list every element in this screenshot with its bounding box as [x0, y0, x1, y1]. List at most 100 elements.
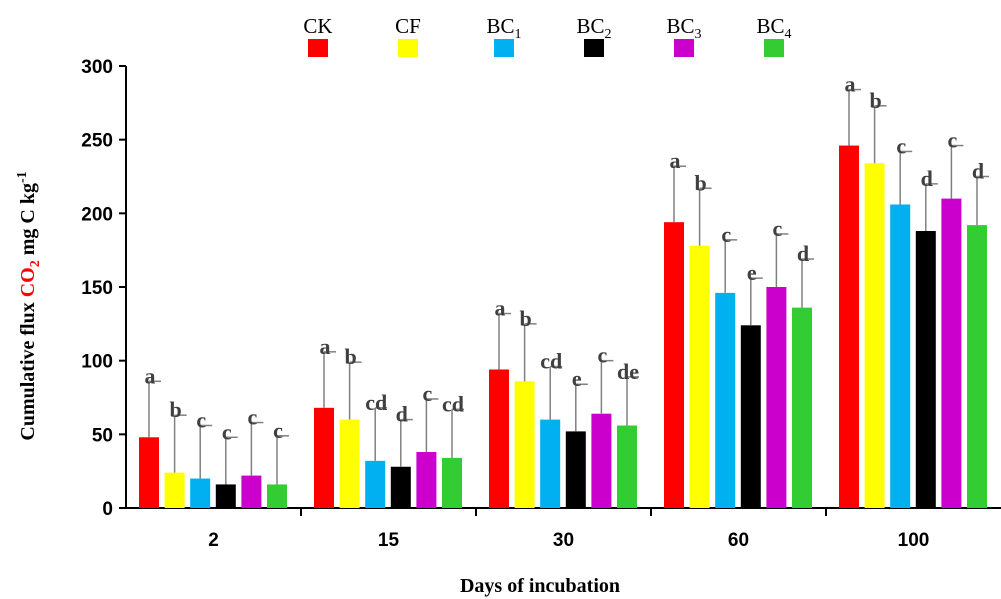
significance-label-BC3-day-60: c [773, 216, 783, 241]
legend-item-BC4: BC4 [756, 14, 792, 57]
significance-label-BC4-day-60: d [797, 241, 809, 266]
legend-swatch-BC2 [584, 39, 604, 57]
y-axis-title-pre: Cumulative flux [17, 297, 39, 440]
x-tick-label: 60 [728, 530, 749, 551]
bar-CK-day-60 [664, 222, 684, 508]
significance-label-BC1-day-2: c [196, 407, 206, 432]
significance-label-BC2-day-60: e [747, 260, 757, 285]
y-tick-label: 150 [81, 278, 113, 299]
bar-CF-day-15 [339, 419, 360, 508]
legend-swatch-CF [398, 39, 418, 57]
bar-BC2-day-100 [915, 231, 936, 508]
x-axis-title: Days of incubation [460, 575, 620, 597]
significance-label-CF-day-100: b [869, 88, 881, 113]
bar-CK-day-2 [139, 437, 159, 508]
significance-label-BC2-day-30: e [572, 366, 582, 391]
legend-item-CK: CK [303, 14, 333, 57]
bar-BC3-day-60 [766, 287, 787, 508]
bar-BC2-day-30 [565, 431, 586, 508]
x-tick-label: 100 [898, 530, 930, 551]
bar-BC1-day-100 [890, 204, 911, 508]
y-tick-label: 200 [81, 204, 113, 225]
legend-item-CF: CF [395, 14, 421, 57]
significance-label-BC4-day-2: c [273, 418, 283, 443]
significance-label-BC1-day-60: c [721, 222, 731, 247]
significance-label-BC1-day-100: c [896, 133, 906, 158]
legend-swatch-BC4 [764, 39, 784, 57]
bar-BC4-day-30 [617, 425, 637, 508]
significance-label-BC4-day-100: d [972, 159, 984, 184]
significance-label-CF-day-15: b [344, 344, 356, 369]
significance-label-CK-day-100: a [845, 72, 856, 97]
x-tick-label: 2 [208, 530, 219, 551]
legend-label-CF: CF [395, 14, 421, 38]
significance-label-BC3-day-30: c [598, 343, 608, 368]
significance-label-BC1-day-30: cd [540, 349, 562, 374]
significance-label-BC2-day-100: d [921, 166, 933, 191]
legend-label-BC1: BC1 [486, 14, 521, 42]
bar-BC3-day-2 [241, 475, 262, 508]
error-bars [148, 88, 989, 485]
significance-label-CK-day-30: a [495, 296, 506, 321]
significance-label-CK-day-60: a [670, 148, 681, 173]
bar-BC3-day-15 [416, 452, 437, 508]
y-axis-title-co-sub: 2 [28, 260, 43, 267]
significance-label-BC2-day-2: c [222, 419, 232, 444]
y-axis-title-post: mg C kg [17, 183, 39, 260]
y-tick-label: 300 [81, 57, 113, 78]
x-axis: 2 15 30 60 100 [126, 507, 1001, 551]
significance-label-CK-day-15: a [320, 334, 331, 359]
y-axis: 0 50 100 150 200 250 300 [81, 57, 127, 520]
legend-swatch-CK [308, 39, 328, 57]
bar-BC1-day-60 [715, 292, 736, 508]
significance-label-BC4-day-30: de [617, 359, 639, 384]
significance-label-BC3-day-15: c [423, 381, 433, 406]
bar-CK-day-30 [489, 369, 509, 508]
bar-BC2-day-15 [390, 466, 411, 508]
significance-label-BC4-day-15: cd [442, 391, 464, 416]
x-tick-label: 15 [378, 530, 400, 551]
bar-BC1-day-2 [190, 478, 211, 508]
bar-BC4-day-15 [442, 457, 462, 508]
bar-BC4-day-100 [967, 225, 987, 508]
significance-label-CF-day-30: b [519, 306, 531, 331]
significance-label-BC3-day-2: c [248, 405, 258, 430]
bar-CF-day-100 [864, 163, 885, 509]
bar-BC2-day-2 [215, 484, 236, 508]
bar-BC3-day-30 [591, 413, 612, 508]
significance-label-CF-day-60: b [694, 170, 706, 195]
bar-BC4-day-60 [792, 307, 812, 508]
y-tick-label: 100 [81, 352, 113, 373]
significance-label-CK-day-2: a [145, 363, 156, 388]
bar-BC1-day-15 [365, 460, 386, 508]
significance-label-BC1-day-15: cd [365, 390, 387, 415]
bar-CF-day-60 [689, 245, 710, 508]
y-tick-label: 250 [81, 131, 113, 152]
legend-label-BC2: BC2 [576, 14, 611, 42]
legend-item-BC3: BC3 [666, 14, 702, 57]
y-tick-label: 0 [102, 499, 113, 520]
significance-label-CF-day-2: b [169, 397, 181, 422]
y-tick-label: 50 [92, 425, 113, 446]
legend-label-CK: CK [303, 14, 332, 38]
y-axis-title-co: CO [17, 267, 39, 297]
bar-CK-day-100 [839, 145, 859, 508]
legend-item-BC1: BC1 [486, 14, 522, 57]
legend-swatch-BC1 [494, 39, 514, 57]
bar-BC2-day-60 [740, 325, 761, 508]
y-axis-title: Cumulative flux CO2 mg C kg-1 [15, 171, 43, 440]
significance-label-BC3-day-100: c [948, 128, 958, 153]
bar-BC1-day-30 [540, 419, 561, 508]
bar-CF-day-2 [164, 472, 185, 508]
bar-CK-day-15 [314, 407, 334, 508]
bar-BC4-day-2 [267, 484, 287, 508]
bar-BC3-day-100 [941, 198, 962, 508]
legend-label-BC3: BC3 [666, 14, 701, 42]
y-axis-title-sup: -1 [15, 171, 30, 183]
bars [139, 145, 987, 509]
legend-label-BC4: BC4 [756, 14, 791, 42]
bar-CF-day-30 [514, 381, 535, 508]
legend: CK CF BC1 BC2 BC3 BC4 [303, 14, 792, 57]
